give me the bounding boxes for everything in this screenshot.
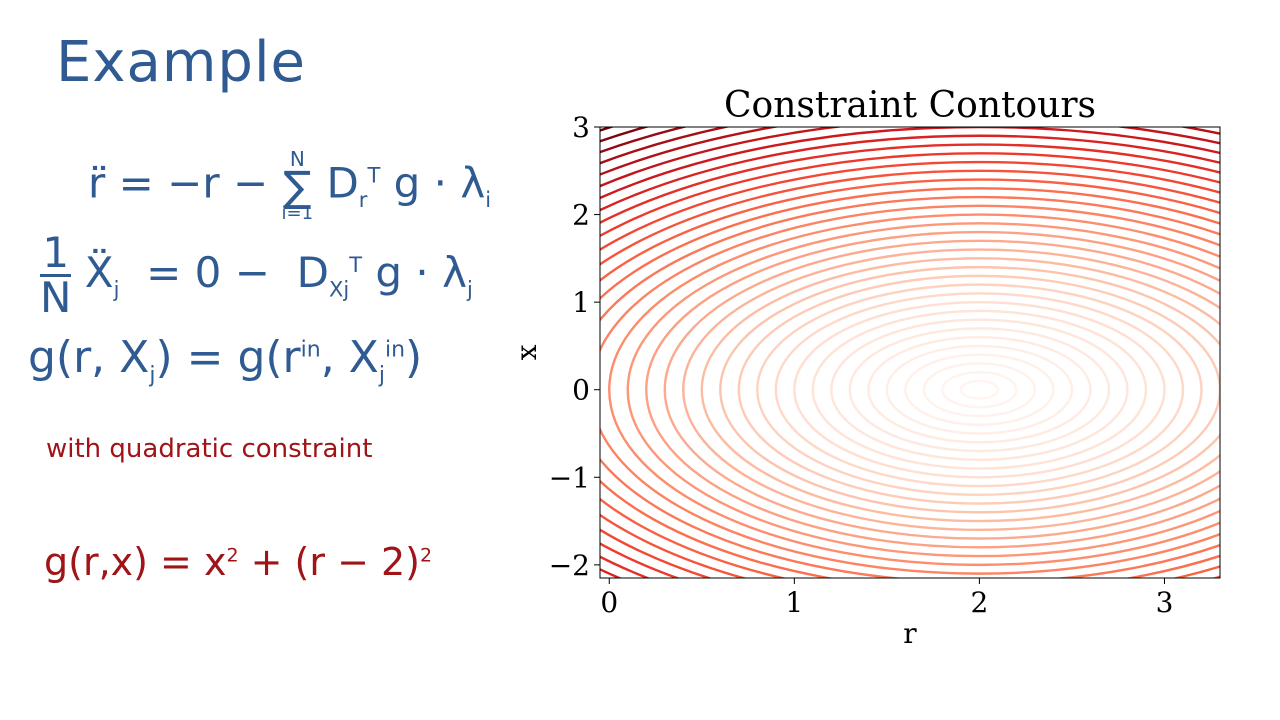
- eq1-rest: g · λ: [393, 158, 486, 208]
- contour-level-33: [600, 127, 689, 154]
- eq2-var-sub: j: [113, 277, 120, 302]
- contour-level-16: [663, 239, 1220, 540]
- contour-level-12: [737, 274, 1220, 505]
- contour-level-2: [922, 362, 1037, 418]
- x-axis-ticks: 0 1 2 3: [600, 578, 1173, 619]
- eq1-sum-top: N: [289, 147, 305, 171]
- eq1-term: D: [326, 158, 359, 208]
- contour-level-8: [811, 309, 1148, 470]
- contour-level-1: [941, 371, 1018, 409]
- y-tick-label: 1: [572, 286, 590, 319]
- contour-level-7: [830, 318, 1129, 461]
- x-axis-label: r: [903, 617, 917, 650]
- contour-level-5: [867, 335, 1092, 444]
- contour-level-0: [959, 379, 1000, 400]
- eq4-b-sup: 2: [420, 544, 433, 567]
- contour-level-28: [600, 134, 1220, 578]
- y-tick-label: 0: [572, 374, 590, 407]
- x-tick-label: 0: [600, 586, 618, 619]
- eq4-a: g(r,x) = x: [44, 540, 227, 584]
- eq3-a: g(r, X: [28, 332, 150, 383]
- y-tick-label: −1: [549, 461, 590, 494]
- contour-level-3: [904, 353, 1055, 426]
- y-tick-label: 2: [572, 199, 590, 232]
- eq1-rest-sub: i: [485, 187, 492, 212]
- eq1-lhs: r̈ = −r: [88, 158, 220, 208]
- contour-level-32: [600, 127, 731, 165]
- contour-level-6: [848, 327, 1111, 453]
- eq3-c: , X: [320, 332, 379, 383]
- y-tick-label: 3: [572, 111, 590, 144]
- plot-frame: [599, 126, 1221, 579]
- eq1-sum-sign: ∑: [283, 162, 312, 211]
- contour-level-13: [719, 265, 1220, 514]
- contour-level-19: [608, 213, 1220, 567]
- notes-title: Example: [56, 30, 306, 95]
- contour-level-24: [600, 169, 1220, 578]
- eq2-frac-num: 1: [40, 232, 72, 277]
- y-axis-ticks: −2 −1 0 1 2 3: [549, 111, 600, 582]
- equation-constraint-equality: g(r, Xj) = g(rin, Xjin): [28, 332, 422, 388]
- equation-x-acceleration: 1 N Ẍj = 0 − DXjT g · λj: [40, 232, 473, 319]
- eq1-sum-bottom: i=1: [281, 202, 314, 224]
- eq3-a-sub: j: [149, 362, 156, 388]
- equation-r-acceleration: r̈ = −r − N ∑ i=1 DrT g · λi: [88, 147, 492, 224]
- contour-level-26: [600, 152, 1220, 578]
- eq2-rest: g · λ: [375, 248, 467, 297]
- eq3-d: ): [405, 332, 423, 383]
- eq2-mid: = 0 −: [132, 248, 284, 297]
- contour-level-11: [756, 283, 1203, 497]
- y-tick-label: −2: [549, 549, 590, 582]
- contour-level-15: [682, 248, 1220, 531]
- eq2-rest-sub: j: [466, 277, 473, 302]
- contour-level-22: [600, 187, 1220, 578]
- eq2-frac-den: N: [40, 273, 72, 322]
- contour-level-23: [600, 178, 1220, 578]
- eq1-minus: −: [232, 158, 269, 208]
- contour-level-10: [774, 292, 1185, 488]
- contour-level-18: [626, 222, 1220, 558]
- eq2-var: Ẍ: [84, 248, 114, 297]
- eq1-term-sub: r: [358, 187, 368, 212]
- y-axis-label: x: [510, 344, 543, 360]
- chart-title: Constraint Contours: [724, 85, 1096, 126]
- eq3-c-sup: in: [384, 337, 406, 363]
- x-tick-label: 3: [1156, 586, 1174, 619]
- eq4-a-sup: 2: [226, 544, 239, 567]
- contour-lines: [600, 127, 1220, 578]
- eq3-b: ) = g(r: [155, 332, 301, 383]
- contour-level-20: [600, 204, 1220, 575]
- eq4-b: + (r − 2): [238, 540, 420, 584]
- eq3-b-sup: in: [300, 337, 321, 363]
- contour-level-27: [600, 143, 1220, 578]
- contour-level-21: [600, 195, 1220, 578]
- eq3-c-sub: j: [378, 362, 385, 388]
- eq2-term-sub: Xj: [328, 277, 350, 302]
- eq2-term: D: [296, 248, 329, 297]
- equation-quadratic-constraint: g(r,x) = x2 + (r − 2)2: [44, 540, 432, 584]
- contour-level-25: [600, 160, 1220, 578]
- x-tick-label: 2: [970, 586, 988, 619]
- contour-level-14: [700, 257, 1220, 523]
- note-quadratic-constraint: with quadratic constraint: [46, 434, 373, 464]
- eq1-term-sup: T: [367, 163, 381, 188]
- contour-level-17: [645, 230, 1220, 549]
- contour-level-9: [793, 300, 1166, 479]
- contour-level-4: [885, 344, 1074, 435]
- x-tick-label: 1: [785, 586, 803, 619]
- eq2-term-sup: T: [349, 253, 363, 277]
